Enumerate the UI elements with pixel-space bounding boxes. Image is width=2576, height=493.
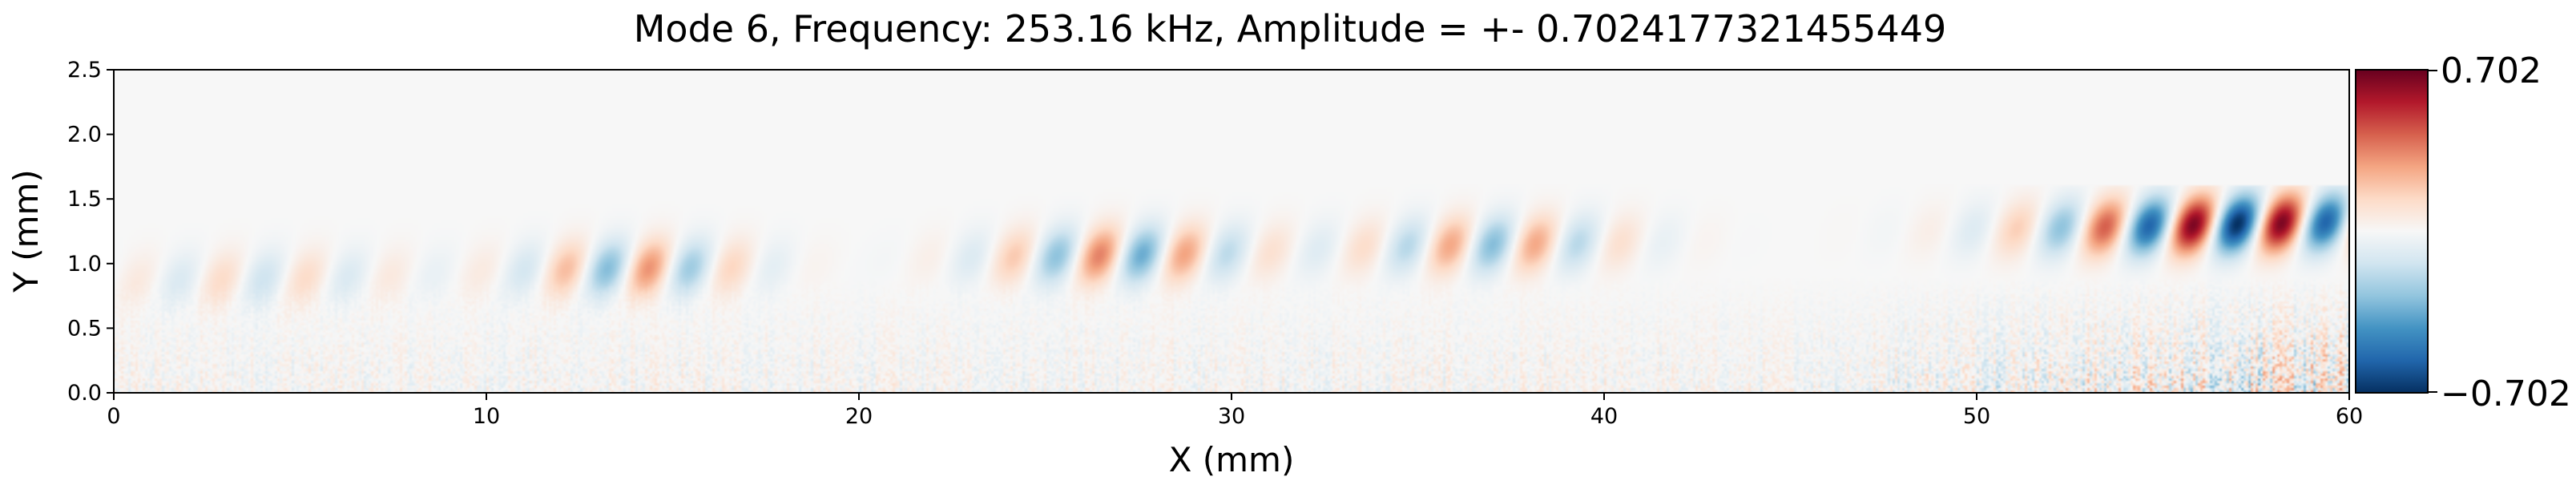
colorbar-gradient: [2355, 69, 2429, 394]
x-tick-label: 50: [1963, 404, 1990, 429]
colorbar-max-label: 0.702: [2441, 51, 2542, 91]
colorbar: 0.702 −0.702: [2355, 51, 2571, 414]
x-tick-label: 40: [1590, 404, 1618, 429]
y-axis-label: Y (mm): [6, 169, 46, 293]
chart-title: Mode 6, Frequency: 253.16 kHz, Amplitude…: [634, 7, 1947, 51]
y-tick-label: 0.5: [67, 316, 102, 341]
x-tick-label: 60: [2336, 404, 2363, 429]
y-tick-label: 2.5: [67, 58, 102, 83]
y-tick-label: 2.0: [67, 123, 102, 147]
y-tick-label: 1.5: [67, 187, 102, 212]
x-tick-label: 20: [845, 404, 873, 429]
x-axis-label: X (mm): [1169, 440, 1295, 479]
y-tick-label: 1.0: [67, 252, 102, 277]
colorbar-min-label: −0.702: [2441, 374, 2571, 414]
y-axis-ticks: 0.0 0.5 1.0 1.5 2.0 2.5: [67, 58, 114, 406]
x-tick-label: 30: [1218, 404, 1245, 429]
x-axis-ticks: 0 10 20 30 40 50 60: [107, 393, 2363, 429]
heatmap-image: [114, 70, 2349, 393]
x-tick-label: 10: [473, 404, 500, 429]
y-tick-label: 0.0: [67, 381, 102, 406]
plot-area: [113, 69, 2350, 394]
x-tick-label: 0: [107, 404, 120, 429]
